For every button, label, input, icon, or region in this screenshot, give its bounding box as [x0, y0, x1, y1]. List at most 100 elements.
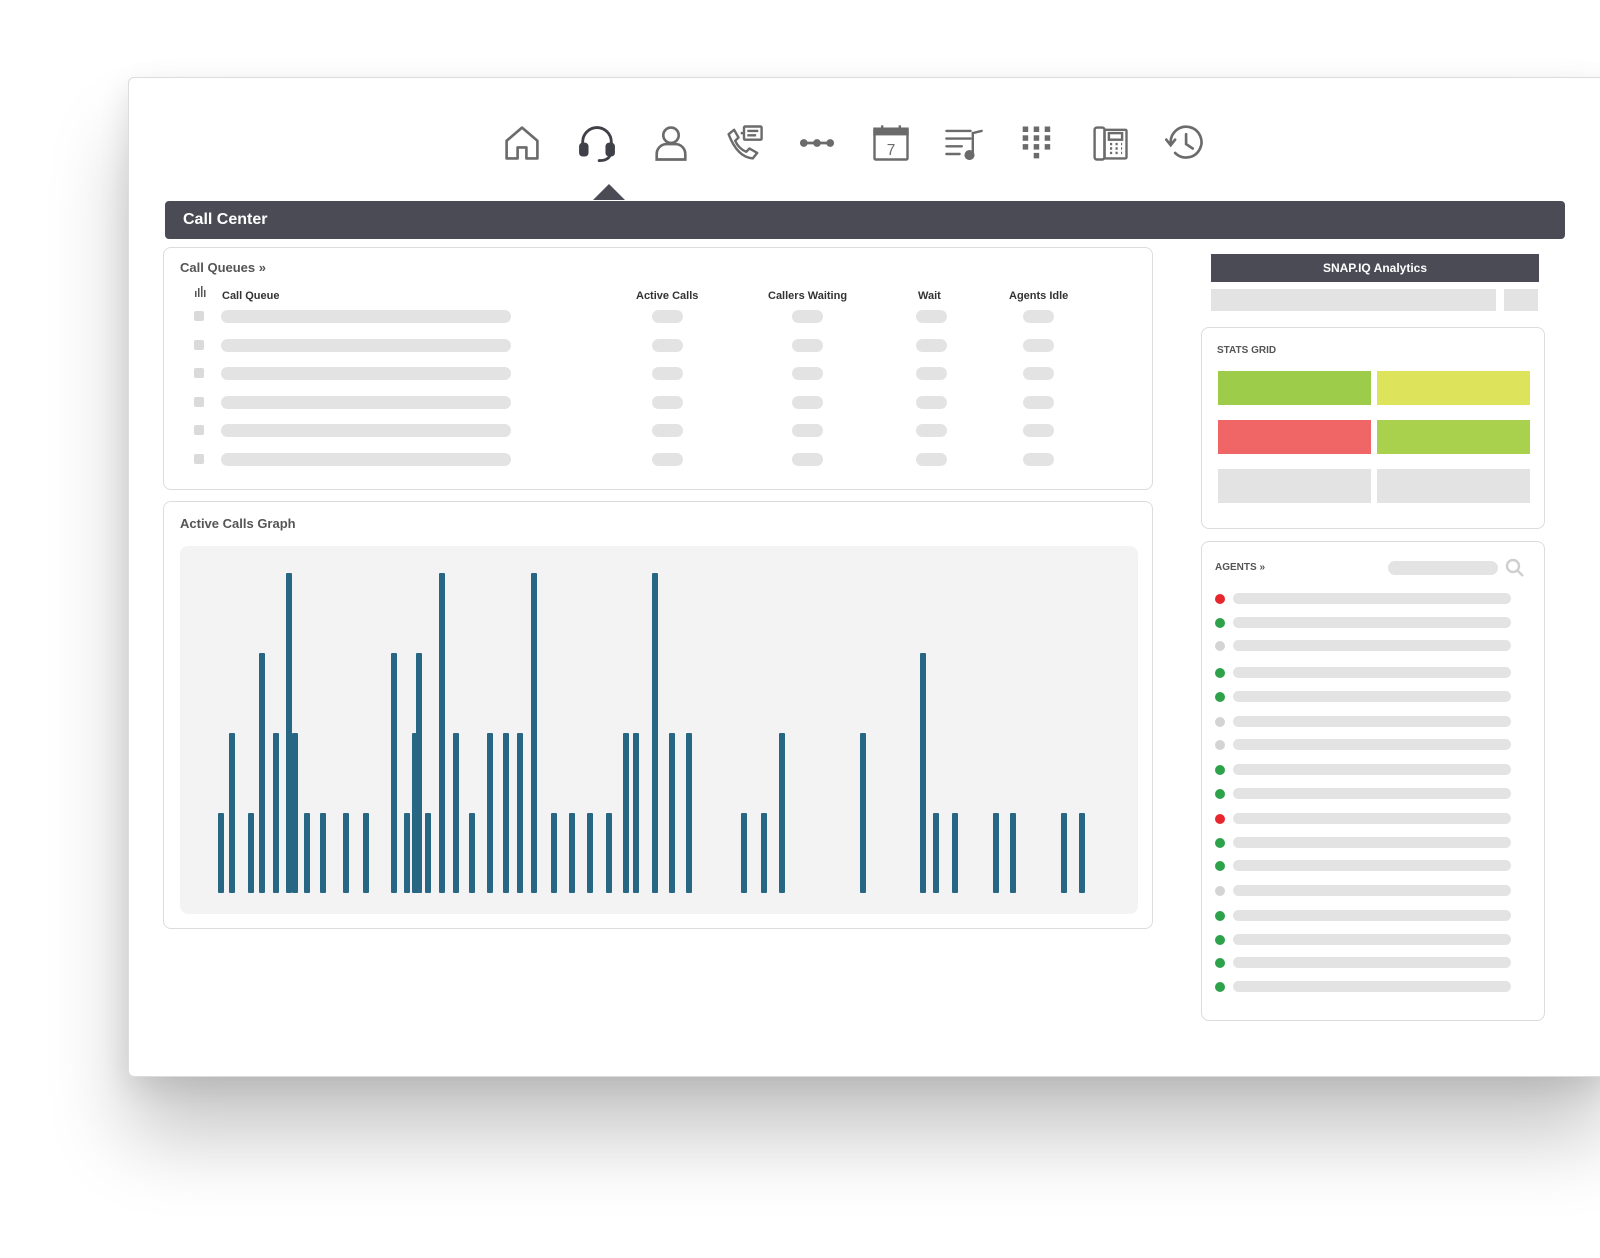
queue-value-placeholder: [1023, 310, 1054, 323]
graph-bar: [391, 653, 397, 893]
queue-value-placeholder: [652, 367, 683, 381]
agent-name-placeholder[interactable]: [1233, 957, 1511, 968]
queue-value-placeholder: [1023, 453, 1054, 466]
call-queues-panel: Call Queues » Call Queue Active Calls Ca…: [163, 247, 1153, 490]
queue-value-placeholder: [792, 424, 823, 438]
queue-row-checkbox[interactable]: [194, 425, 204, 436]
agent-name-placeholder[interactable]: [1233, 593, 1511, 604]
agent-name-placeholder[interactable]: [1233, 667, 1511, 678]
dialpad-icon[interactable]: [1012, 118, 1062, 168]
queue-row-checkbox[interactable]: [194, 339, 204, 350]
analytics-option[interactable]: [1504, 289, 1538, 311]
queue-name-placeholder: [221, 424, 511, 438]
call-queues-link[interactable]: Call Queues »: [180, 260, 266, 275]
col-agents-idle[interactable]: Agents Idle: [1009, 290, 1069, 302]
agent-name-placeholder[interactable]: [1233, 617, 1511, 628]
graph-bar: [920, 653, 926, 893]
music-queue-icon[interactable]: [939, 118, 989, 168]
agent-search-input[interactable]: [1388, 561, 1498, 575]
home-icon[interactable]: [497, 118, 547, 168]
analytics-field[interactable]: [1211, 289, 1496, 311]
queue-value-placeholder: [916, 367, 947, 381]
queue-value-placeholder: [792, 338, 823, 352]
agent-status-dot: [1215, 692, 1225, 702]
agent-name-placeholder[interactable]: [1233, 813, 1511, 824]
graph-bar: [779, 733, 785, 893]
graph-bar: [587, 813, 593, 893]
stats-cell[interactable]: [1377, 469, 1530, 503]
agent-name-placeholder[interactable]: [1233, 837, 1511, 848]
agent-name-placeholder[interactable]: [1233, 788, 1511, 799]
agent-name-placeholder[interactable]: [1233, 910, 1511, 921]
headset-icon[interactable]: [572, 118, 622, 168]
top-nav: 7: [129, 78, 1600, 198]
queue-value-placeholder: [1023, 424, 1054, 438]
agent-status-dot: [1215, 911, 1225, 921]
agent-name-placeholder[interactable]: [1233, 691, 1511, 702]
search-icon[interactable]: [1505, 558, 1525, 578]
stats-cell[interactable]: [1218, 469, 1371, 503]
graph-bar: [248, 813, 254, 893]
graph-bar: [531, 573, 537, 893]
agent-name-placeholder[interactable]: [1233, 716, 1511, 727]
stats-cell[interactable]: [1377, 420, 1530, 454]
graph-bar: [439, 573, 445, 893]
queue-row-checkbox[interactable]: [194, 454, 204, 464]
agent-name-placeholder[interactable]: [1233, 860, 1511, 871]
graph-bar: [606, 813, 612, 893]
user-icon[interactable]: [646, 118, 696, 168]
col-wait[interactable]: Wait: [918, 290, 941, 302]
agent-name-placeholder[interactable]: [1233, 640, 1511, 651]
desk-phone-icon[interactable]: [1085, 118, 1135, 168]
history-icon[interactable]: [1160, 118, 1210, 168]
stats-cell[interactable]: [1218, 420, 1371, 454]
queue-value-placeholder: [652, 424, 683, 438]
agent-status-dot: [1215, 861, 1225, 871]
col-call-queue[interactable]: Call Queue: [222, 290, 280, 302]
queue-row-checkbox[interactable]: [194, 311, 204, 321]
stats-cell[interactable]: [1218, 371, 1371, 405]
snapiq-analytics-button[interactable]: SNAP.IQ Analytics: [1211, 254, 1539, 282]
col-active-calls[interactable]: Active Calls: [636, 290, 699, 302]
graph-bar: [1061, 813, 1067, 893]
agent-name-placeholder[interactable]: [1233, 885, 1511, 896]
agents-link[interactable]: AGENTS »: [1215, 562, 1266, 573]
stats-grid-panel: STATS GRID: [1201, 327, 1545, 529]
graph-bar: [551, 813, 557, 893]
svg-text:7: 7: [887, 142, 896, 159]
active-tab-pointer: [593, 184, 625, 200]
queue-row-checkbox[interactable]: [194, 396, 204, 407]
queue-value-placeholder: [1023, 395, 1054, 409]
agent-name-placeholder[interactable]: [1233, 764, 1511, 775]
graph-bar: [686, 733, 692, 893]
agent-name-placeholder[interactable]: [1233, 739, 1511, 750]
graph-bar: [259, 653, 265, 893]
agent-status-dot: [1215, 641, 1225, 651]
graph-bar: [404, 813, 410, 893]
graph-bar: [1079, 813, 1085, 893]
graph-bar: [412, 733, 418, 893]
graph-bar: [425, 813, 431, 893]
graph-bar: [320, 813, 326, 893]
graph-bar: [569, 813, 575, 893]
queue-value-placeholder: [1023, 338, 1054, 352]
phone-message-icon[interactable]: [719, 118, 769, 168]
graph-bar: [652, 573, 658, 893]
queue-value-placeholder: [916, 338, 947, 352]
queue-name-placeholder: [221, 310, 511, 323]
connection-icon[interactable]: [792, 118, 842, 168]
queue-value-placeholder: [652, 338, 683, 352]
agent-name-placeholder[interactable]: [1233, 934, 1511, 945]
queue-value-placeholder: [916, 395, 947, 409]
stats-cell[interactable]: [1377, 371, 1530, 405]
graph-area: [180, 546, 1138, 914]
graph-bar: [229, 733, 235, 893]
queue-value-placeholder: [652, 395, 683, 409]
queue-value-placeholder: [792, 453, 823, 466]
agent-name-placeholder[interactable]: [1233, 981, 1511, 992]
agent-status-dot: [1215, 789, 1225, 799]
calendar-icon[interactable]: 7: [866, 118, 916, 168]
graph-bar: [363, 813, 369, 893]
col-callers-waiting[interactable]: Callers Waiting: [768, 290, 848, 302]
queue-row-checkbox[interactable]: [194, 368, 204, 379]
